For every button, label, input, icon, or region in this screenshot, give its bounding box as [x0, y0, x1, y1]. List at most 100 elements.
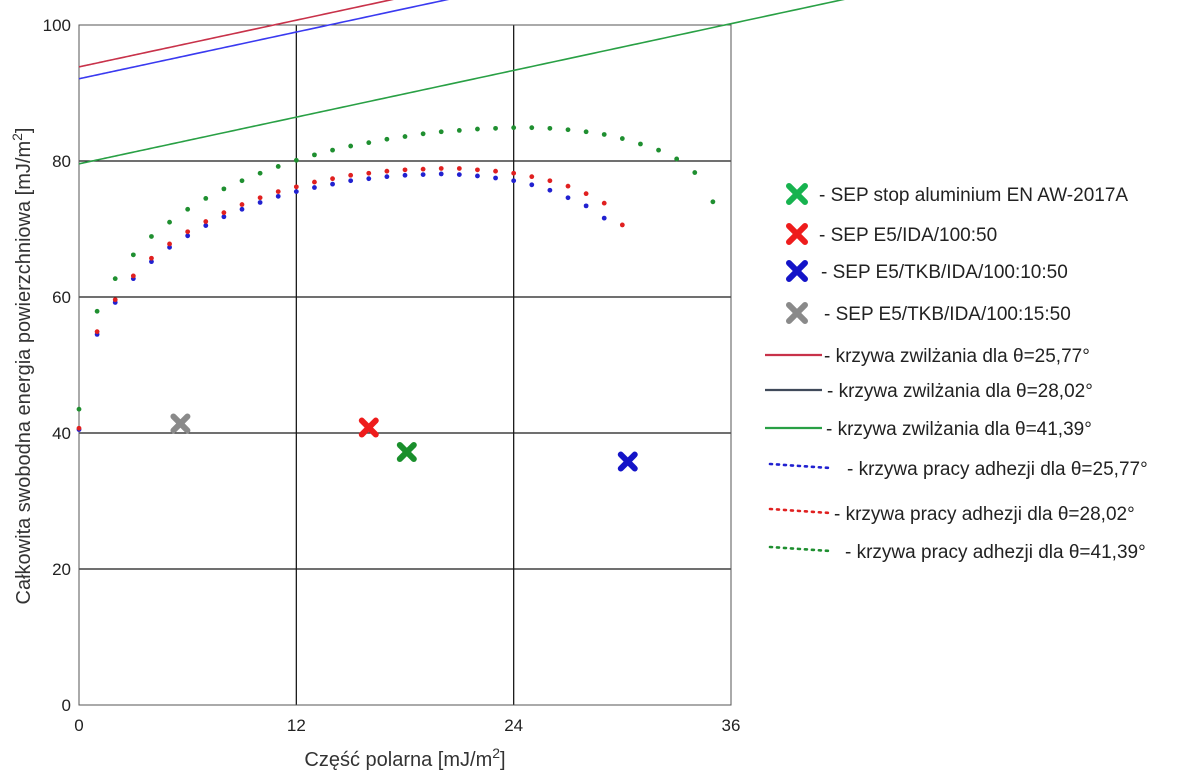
sep-marker	[617, 451, 638, 472]
adhesion-point	[239, 178, 245, 184]
adhesion-point	[420, 172, 426, 178]
adhesion-point	[511, 178, 517, 184]
adhesion-point	[638, 141, 643, 147]
adhesion-point	[511, 125, 517, 131]
adhesion-point	[330, 176, 335, 182]
adhesion-point	[293, 157, 299, 163]
legend-label: - SEP stop aluminium EN AW-2017A	[819, 185, 1128, 206]
adhesion-point	[149, 255, 154, 261]
adhesion-point	[475, 126, 480, 132]
adhesion-point	[438, 171, 444, 177]
adhesion-point	[583, 203, 589, 209]
adhesion-point	[475, 167, 480, 173]
legend-label: - krzywa zwilżania dla θ=25,77°	[824, 346, 1090, 367]
adhesion-point	[185, 229, 191, 235]
adhesion-point	[312, 179, 317, 185]
legend-label: - krzywa zwilżania dla θ=41,39°	[826, 419, 1092, 440]
adhesion-point	[420, 131, 426, 137]
adhesion-point	[348, 172, 354, 178]
legend-label: - SEP E5/TKB/IDA/100:10:50	[821, 262, 1068, 283]
adhesion-point	[167, 219, 172, 225]
adhesion-point	[275, 189, 281, 195]
adhesion-work-curves	[76, 125, 716, 432]
gridlines	[78, 24, 732, 706]
legend-marker-icon	[786, 183, 808, 205]
y-axis-title: Całkowita swobodna energia powierzchniow…	[9, 128, 35, 605]
adhesion-point	[149, 234, 154, 239]
adhesion-point	[203, 196, 209, 201]
adhesion-point	[239, 202, 245, 207]
adhesion-point	[167, 244, 172, 250]
wetting-curves	[78, 0, 845, 165]
adhesion-point	[493, 125, 498, 131]
adhesion-point	[456, 166, 462, 171]
adhesion-point	[366, 176, 372, 182]
adhesion-point	[438, 166, 444, 171]
adhesion-point	[366, 140, 372, 146]
adhesion-point	[76, 425, 82, 431]
wetting-curve	[78, 0, 394, 68]
adhesion-point	[130, 273, 136, 279]
adhesion-point	[94, 308, 100, 314]
legend-label: - SEP E5/TKB/IDA/100:15:50	[824, 304, 1071, 325]
adhesion-point	[456, 127, 462, 133]
adhesion-point	[312, 185, 317, 190]
adhesion-point	[221, 210, 227, 216]
adhesion-point	[601, 200, 607, 206]
adhesion-point	[692, 170, 698, 175]
adhesion-point	[257, 195, 263, 201]
adhesion-point	[130, 252, 136, 258]
adhesion-point	[493, 175, 498, 181]
legend-label: - SEP E5/IDA/100:50	[819, 225, 997, 246]
adhesion-point	[293, 184, 299, 190]
adhesion-point	[330, 181, 335, 187]
y-tick-label: 60	[52, 288, 71, 307]
adhesion-point	[239, 206, 245, 212]
adhesion-point	[601, 132, 607, 137]
adhesion-point	[366, 170, 372, 176]
legend-marker-icon	[786, 223, 808, 245]
legend-label: - krzywa pracy adhezji dla θ=28,02°	[834, 504, 1135, 525]
adhesion-point	[601, 215, 607, 221]
adhesion-point	[94, 329, 100, 335]
adhesion-point	[293, 189, 299, 195]
adhesion-point	[275, 164, 281, 169]
adhesion-point	[674, 156, 680, 162]
tick-labels: 0 12 24 36 0 20 40 60 80 100	[43, 16, 741, 735]
data-markers	[170, 413, 638, 472]
adhesion-point	[348, 178, 354, 184]
legend-marker-icon	[786, 302, 808, 324]
adhesion-point	[583, 129, 589, 135]
adhesion-point	[547, 187, 553, 193]
sep-marker	[358, 417, 379, 438]
wetting-curve	[78, 0, 450, 80]
adhesion-point	[475, 173, 480, 179]
adhesion-point	[529, 125, 535, 131]
adhesion-point	[402, 167, 408, 173]
y-tick-label: 0	[62, 696, 71, 715]
adhesion-point	[547, 178, 553, 184]
adhesion-point	[275, 193, 281, 199]
y-tick-label: 40	[52, 424, 71, 443]
adhesion-point	[402, 134, 408, 139]
y-tick-label: 100	[43, 16, 71, 35]
adhesion-point	[493, 168, 498, 174]
y-tick-label: 80	[52, 152, 71, 171]
adhesion-point	[384, 174, 390, 180]
adhesion-point	[203, 219, 209, 224]
sep-marker	[396, 442, 417, 463]
y-tick-label: 20	[52, 560, 71, 579]
adhesion-point	[76, 406, 82, 412]
adhesion-point	[565, 183, 571, 189]
adhesion-point	[420, 166, 426, 172]
adhesion-point	[185, 233, 191, 239]
adhesion-point	[221, 214, 227, 220]
adhesion-point	[257, 200, 263, 205]
x-tick-label: 12	[287, 716, 306, 735]
adhesion-point	[547, 125, 553, 131]
x-tick-label: 24	[504, 716, 523, 735]
x-tick-label: 0	[74, 716, 83, 735]
plot-area-frame	[78, 24, 732, 706]
legend-label: - krzywa pracy adhezji dla θ=25,77°	[847, 459, 1148, 480]
